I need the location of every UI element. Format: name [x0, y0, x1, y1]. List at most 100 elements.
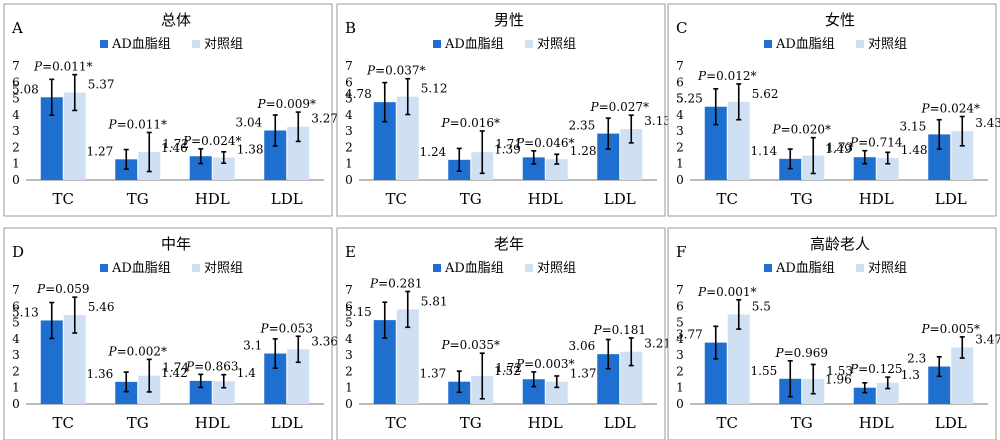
bar-ad — [373, 102, 396, 180]
p-value-text: =0.281 — [378, 276, 422, 290]
p-symbol: P — [593, 323, 603, 337]
p-value-annotation: P=0.035* — [441, 338, 501, 352]
x-tick-label: HDL — [859, 190, 894, 208]
p-value-annotation: P=0.002* — [108, 344, 168, 358]
p-value-annotation: P=0.863 — [185, 359, 239, 373]
p-symbol: P — [697, 285, 707, 299]
bar-ad — [189, 380, 212, 404]
data-label-control: 1.53 — [826, 364, 853, 378]
y-tick-label: 1 — [12, 381, 20, 395]
legend: AD血脂组 对照组 — [764, 37, 907, 52]
panel-title: 总体 — [161, 11, 191, 29]
y-tick-label: 0 — [12, 397, 20, 411]
bar-ad — [373, 320, 396, 404]
data-label-ad: 5.08 — [12, 82, 39, 96]
x-tick-label: HDL — [195, 414, 230, 432]
p-value-text: =0.011* — [117, 117, 167, 131]
p-value-annotation: P=0.714 — [849, 136, 903, 150]
panel-letter: B — [345, 19, 356, 37]
legend-swatch-control — [525, 40, 533, 48]
y-tick-label: 6 — [676, 299, 684, 313]
bar-control — [63, 315, 86, 404]
x-tick-label: TG — [791, 414, 813, 432]
legend-swatch-control — [856, 264, 864, 272]
data-label-ad: 1.24 — [420, 145, 447, 159]
p-value-text: =0.181 — [602, 323, 646, 337]
data-label-control: 1.3 — [901, 368, 920, 382]
p-symbol: P — [515, 136, 525, 150]
legend-label-control: 对照组 — [868, 261, 907, 276]
y-tick-label: 3 — [676, 124, 684, 138]
legend-swatch-control — [192, 264, 200, 272]
p-symbol: P — [33, 60, 43, 74]
p-symbol: P — [697, 69, 707, 83]
panel-title: 老年 — [494, 235, 524, 253]
panel-title: 男性 — [494, 11, 524, 29]
y-tick-label: 5 — [12, 92, 20, 106]
p-value-annotation: P=0.181 — [593, 323, 647, 337]
data-label-ad: 1.37 — [420, 367, 447, 381]
data-label-ad: 1.96 — [825, 373, 852, 387]
data-label-control: 1.4 — [237, 366, 256, 380]
p-value-text: =0.037* — [375, 64, 425, 78]
y-tick-label: 4 — [345, 332, 353, 346]
bar-ad — [522, 379, 545, 404]
y-tick-label: 2 — [345, 364, 353, 378]
p-value-text: =0.003* — [524, 357, 574, 371]
panel-title: 女性 — [825, 11, 855, 29]
data-label-control: 3.27 — [311, 112, 338, 126]
p-value-annotation: P=0.005* — [921, 322, 981, 336]
data-label-control: 1.28 — [570, 144, 597, 158]
data-label-ad: 1.42 — [161, 366, 188, 380]
p-value-text: =0.001* — [706, 285, 756, 299]
p-value-annotation: P=0.016* — [441, 116, 501, 130]
bar-control — [63, 92, 86, 180]
legend: AD血脂组 对照组 — [100, 261, 243, 276]
y-tick-label: 4 — [676, 332, 684, 346]
p-value-annotation: P=0.969 — [775, 346, 829, 360]
p-value-text: =0.024* — [191, 134, 241, 148]
p-value-annotation: P=0.020* — [772, 123, 832, 137]
p-symbol: P — [108, 344, 118, 358]
data-label-ad: 1.36 — [87, 367, 114, 381]
y-tick-label: 7 — [12, 59, 20, 73]
legend-swatch-ad — [433, 40, 441, 48]
bar-ad — [40, 97, 63, 180]
data-label-ad: 3.04 — [236, 115, 263, 129]
p-value-text: =0.009* — [266, 97, 316, 111]
legend: AD血脂组 对照组 — [433, 261, 576, 276]
x-tick-label: TG — [791, 190, 813, 208]
bar-ad — [189, 156, 212, 180]
p-value-text: =0.027* — [599, 100, 649, 114]
y-tick-label: 4 — [345, 108, 353, 122]
data-label-control: 5.62 — [752, 87, 779, 101]
x-tick-label: TC — [717, 190, 738, 208]
p-value-annotation: P=0.003* — [515, 357, 575, 371]
p-value-text: =0.059 — [45, 282, 89, 296]
y-tick-label: 0 — [12, 173, 20, 187]
p-value-annotation: P=0.059 — [36, 282, 90, 296]
y-tick-label: 2 — [676, 140, 684, 154]
y-tick-label: 7 — [676, 283, 684, 297]
p-value-annotation: P=0.053 — [260, 321, 314, 335]
data-label-ad: 1.55 — [751, 364, 778, 378]
y-tick-label: 5 — [345, 316, 353, 330]
p-value-annotation: P=0.012* — [697, 69, 757, 83]
x-tick-label: TG — [127, 414, 149, 432]
data-label-control: 5.5 — [752, 299, 771, 313]
legend-swatch-ad — [100, 264, 108, 272]
bar-control — [620, 351, 643, 404]
y-tick-label: 3 — [12, 348, 20, 362]
data-label-control: 1.71 — [495, 137, 522, 151]
x-tick-label: TC — [386, 190, 407, 208]
y-tick-label: 7 — [345, 59, 353, 73]
p-value-annotation: P=0.011* — [33, 60, 93, 74]
legend: AD血脂组 对照组 — [100, 37, 243, 52]
y-tick-label: 6 — [345, 75, 353, 89]
x-tick-label: LDL — [271, 414, 303, 432]
bar-control — [396, 309, 419, 404]
y-tick-label: 3 — [345, 124, 353, 138]
p-symbol: P — [260, 321, 270, 335]
y-tick-label: 6 — [676, 75, 684, 89]
bar-control — [396, 96, 419, 180]
